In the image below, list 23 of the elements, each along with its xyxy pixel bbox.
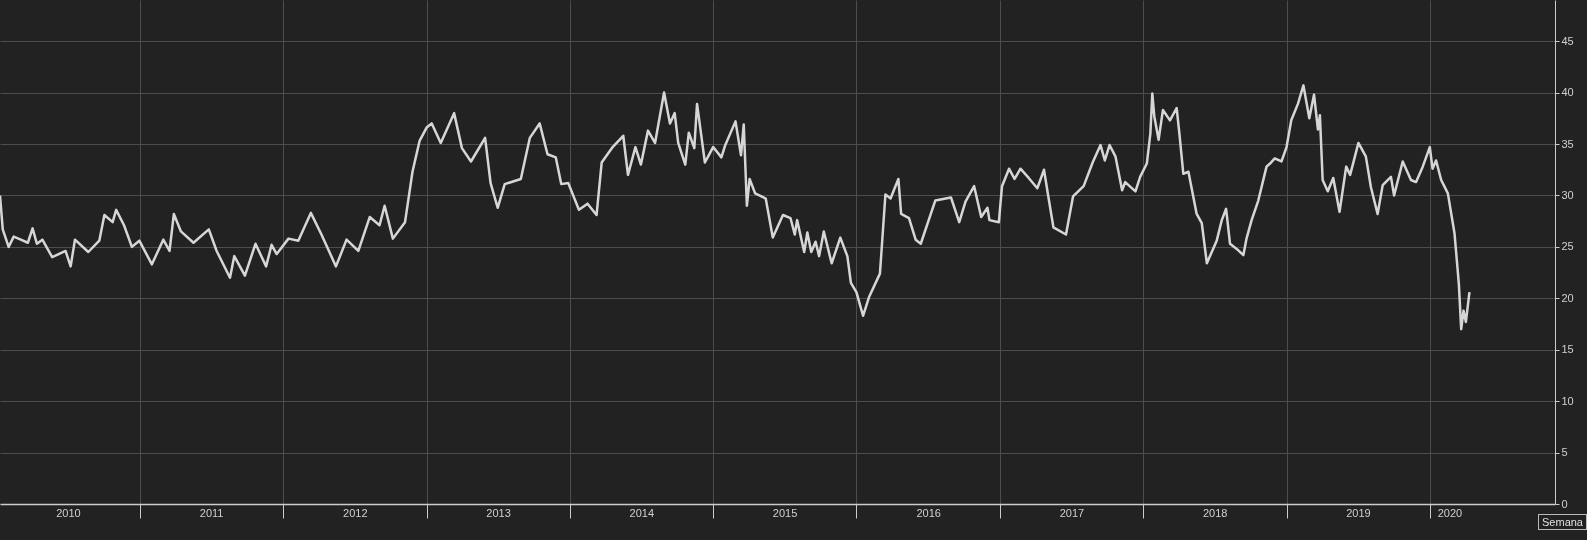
x-tick-label: 2014: [629, 506, 655, 519]
y-tick-label: 0: [1561, 497, 1568, 510]
y-tick-label: 10: [1561, 394, 1574, 407]
y-tick-label: 40: [1561, 86, 1574, 99]
x-tick-label: 2020: [1437, 506, 1463, 519]
x-tick-label: 2019: [1346, 506, 1371, 519]
text: Semana: [1538, 514, 1587, 530]
y-tick-label: 25: [1561, 240, 1574, 253]
line-series: [0, 84, 1471, 331]
x-tick-label: 2018: [1202, 506, 1228, 519]
x-tick-label: 2012: [343, 506, 368, 519]
x-tick-label: 2015: [772, 506, 798, 519]
y-tick-label: 5: [1561, 446, 1568, 459]
y-tick-label: 35: [1561, 137, 1574, 150]
y-tick-label: 45: [1561, 34, 1574, 47]
x-tick-label: 2016: [916, 506, 941, 519]
x-tick-label: 2013: [486, 506, 511, 519]
y-tick-label: 30: [1561, 188, 1574, 201]
x-tick-label: 2011: [199, 506, 224, 519]
y-tick-label: 20: [1561, 291, 1574, 304]
y-tick-label: 15: [1561, 343, 1574, 356]
x-tick-label: 2017: [1059, 506, 1085, 519]
x-tick-label: 2010: [56, 506, 81, 519]
